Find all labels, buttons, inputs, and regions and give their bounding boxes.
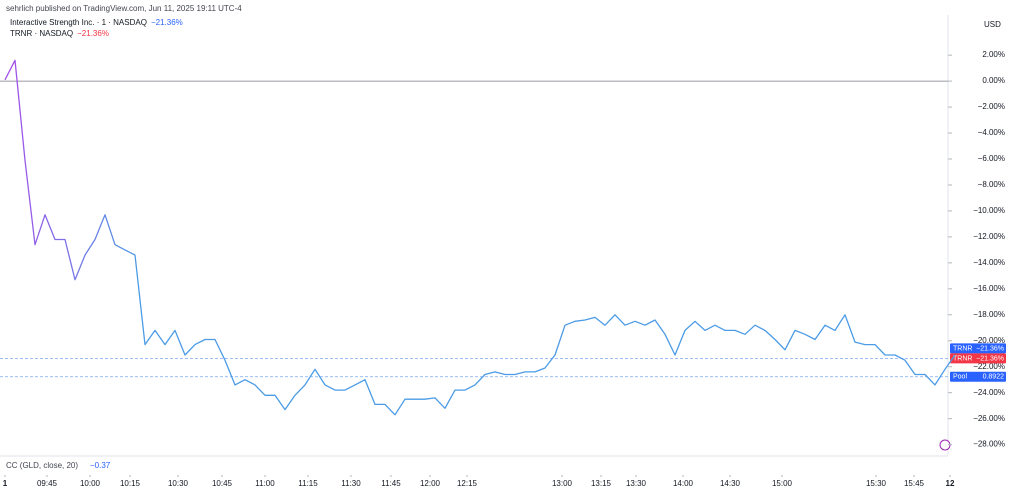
- price-badge-name: TRNR: [953, 345, 972, 352]
- x-tick-label: 12: [946, 479, 955, 488]
- price-badge-name: Pool: [953, 374, 967, 381]
- y-tick-label: −20.00%: [973, 336, 1005, 345]
- x-tick-label: 11:30: [341, 479, 361, 488]
- y-tick-label: −16.00%: [973, 284, 1005, 293]
- y-tick-label: −10.00%: [973, 206, 1005, 215]
- x-tick-label: 10:45: [212, 479, 233, 488]
- price-badge: [950, 371, 1006, 382]
- price-badge-label: −21.36%: [976, 345, 1004, 352]
- currency: USD: [984, 20, 1001, 29]
- y-tick-label: −14.00%: [973, 258, 1005, 267]
- y-tick-label: 0.00%: [982, 76, 1005, 85]
- legend-name: Interactive Strength Inc. · 1 · NASDAQ: [10, 18, 147, 27]
- price-badge-label: −21.36%: [976, 355, 1004, 362]
- x-tick-label: 10:30: [168, 479, 189, 488]
- x-tick-label: 11:00: [255, 479, 275, 488]
- x-tick-label: 11:45: [381, 479, 401, 488]
- price-badge: [950, 343, 1006, 354]
- y-tick-label: −4.00%: [978, 128, 1005, 137]
- y-tick-label: −22.00%: [973, 362, 1005, 371]
- x-tick-label: 10:00: [80, 479, 101, 488]
- x-tick-label: 12:00: [420, 479, 441, 488]
- y-tick-label: −8.00%: [978, 180, 1005, 189]
- x-tick-label: 15:30: [866, 479, 887, 488]
- x-tick-label: 09:45: [37, 479, 58, 488]
- y-tick-label: −2.00%: [978, 102, 1005, 111]
- x-tick-label: 1: [3, 479, 8, 488]
- x-tick-label: 12:15: [457, 479, 478, 488]
- indicator-name: CC (GLD, close, 20): [6, 461, 78, 470]
- legend-value: −21.36%: [151, 18, 183, 27]
- legend-name: TRNR · NASDAQ: [10, 29, 73, 38]
- x-tick-label: 11:15: [298, 479, 318, 488]
- price-badge-name: TRNR: [953, 355, 972, 362]
- price-badge-label: 0.8922: [983, 374, 1005, 381]
- y-tick-label: −6.00%: [978, 154, 1005, 163]
- y-tick-label: 2.00%: [982, 50, 1005, 59]
- x-tick-label: 15:45: [904, 479, 925, 488]
- x-tick-label: 13:15: [591, 479, 612, 488]
- publisher: sehrlich published on TradingView.com, J…: [6, 4, 242, 13]
- x-tick-label: 15:00: [772, 479, 793, 488]
- x-tick-label: 14:30: [720, 479, 741, 488]
- price-badge: [950, 353, 1006, 364]
- indicator-value: −0.37: [90, 461, 111, 470]
- price-line-series: [4, 59, 956, 416]
- y-tick-label: −26.00%: [973, 414, 1005, 423]
- x-tick-label: 13:30: [626, 479, 647, 488]
- x-tick-label: 14:00: [673, 479, 694, 488]
- y-tick-label: −18.00%: [973, 310, 1005, 319]
- x-tick-label: 13:00: [552, 479, 573, 488]
- y-tick-label: −12.00%: [973, 232, 1005, 241]
- legend-value: −21.36%: [77, 29, 109, 38]
- y-tick-label: −24.00%: [973, 388, 1005, 397]
- x-tick-label: 10:15: [120, 479, 141, 488]
- y-tick-label: −28.00%: [973, 440, 1005, 449]
